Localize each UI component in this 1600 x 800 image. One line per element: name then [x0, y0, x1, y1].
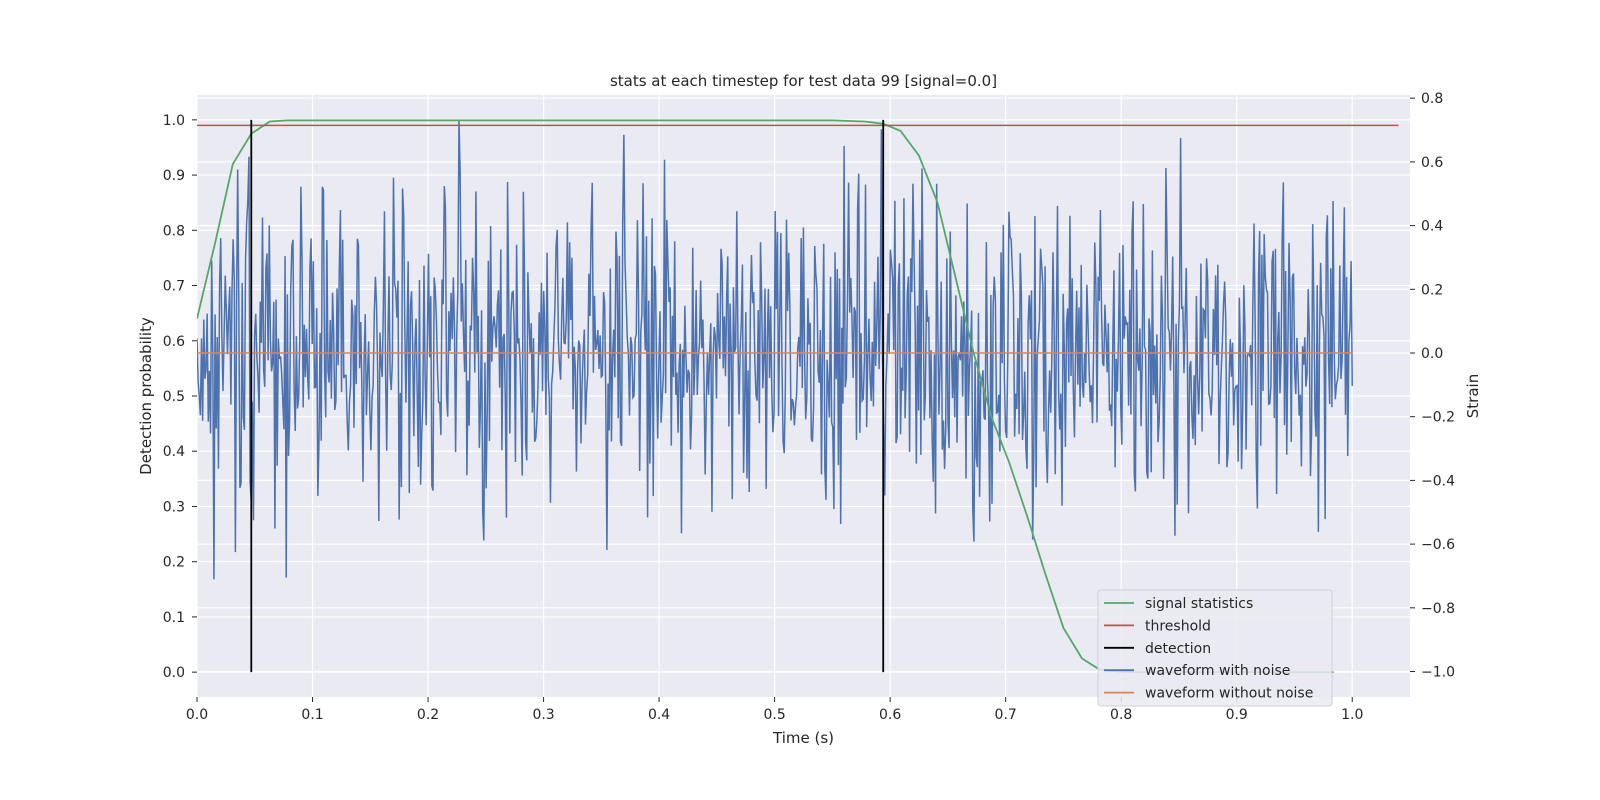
y-right-tick-label: 0.0 — [1421, 346, 1443, 362]
x-tick-label: 0.4 — [648, 707, 670, 723]
y-right-tick-label: 0.8 — [1421, 91, 1443, 107]
x-tick-label: 0.1 — [301, 707, 323, 723]
x-tick-label: 0.2 — [417, 707, 439, 723]
y-left-tick-label: 0.7 — [163, 279, 185, 295]
y-right-tick-label: −0.6 — [1421, 537, 1455, 553]
y-left-tick-label: 0.9 — [163, 168, 185, 184]
legend-entry: waveform with noise — [1145, 663, 1290, 679]
x-tick-label: 0.8 — [1110, 707, 1132, 723]
y-left-tick-label: 0.2 — [163, 555, 185, 571]
y-right-tick-label: −0.8 — [1421, 601, 1455, 617]
legend: signal statistics threshold detection wavef… — [1097, 589, 1333, 707]
legend-entry: signal statistics — [1145, 596, 1253, 612]
y-axis-left-label: Detection probability — [137, 317, 155, 475]
x-tick-label: 0.3 — [532, 707, 554, 723]
legend-entry: threshold — [1145, 618, 1211, 634]
y-left-tick-label: 0.4 — [163, 444, 185, 460]
y-left-tick-label: 1.0 — [163, 113, 185, 129]
legend-box — [1097, 589, 1333, 707]
x-tick-label: 0.9 — [1226, 707, 1248, 723]
legend-entry: waveform without noise — [1145, 686, 1313, 702]
y-right-tick-label: −1.0 — [1421, 665, 1455, 681]
x-tick-label: 1.0 — [1341, 707, 1363, 723]
x-tick-label: 0.6 — [879, 707, 901, 723]
y-left-tick-label: 0.5 — [163, 389, 185, 405]
y-axis-right-label: Strain — [1464, 374, 1482, 418]
y-left-tick-label: 0.0 — [163, 665, 185, 681]
series-waveform-with-noise — [197, 121, 1353, 580]
y-left-tick-label: 0.6 — [163, 334, 185, 350]
x-axis-label: Time (s) — [772, 729, 834, 747]
y-right-tick-label: −0.4 — [1421, 473, 1455, 489]
x-tick-label: 0.7 — [995, 707, 1017, 723]
axes-layer: 0.0 0.1 0.2 0.3 0.4 0.5 0.6 0.7 0.8 0.9 1.0 0.0 0.1 0… — [163, 91, 1455, 723]
y-left-tick-label: 0.3 — [163, 499, 185, 515]
y-right-tick-label: −0.2 — [1421, 410, 1455, 426]
y-left-tick-label: 0.1 — [163, 610, 185, 626]
x-tick-label: 0.0 — [186, 707, 208, 723]
legend-entry: detection — [1145, 641, 1211, 657]
y-left-tick-label: 0.8 — [163, 223, 185, 239]
y-right-tick-label: 0.6 — [1421, 155, 1443, 171]
y-right-tick-label: 0.4 — [1421, 219, 1443, 235]
x-tick-label: 0.5 — [763, 707, 785, 723]
chart-title: stats at each timestep for test data 99 … — [610, 72, 997, 90]
y-right-tick-label: 0.2 — [1421, 282, 1443, 298]
